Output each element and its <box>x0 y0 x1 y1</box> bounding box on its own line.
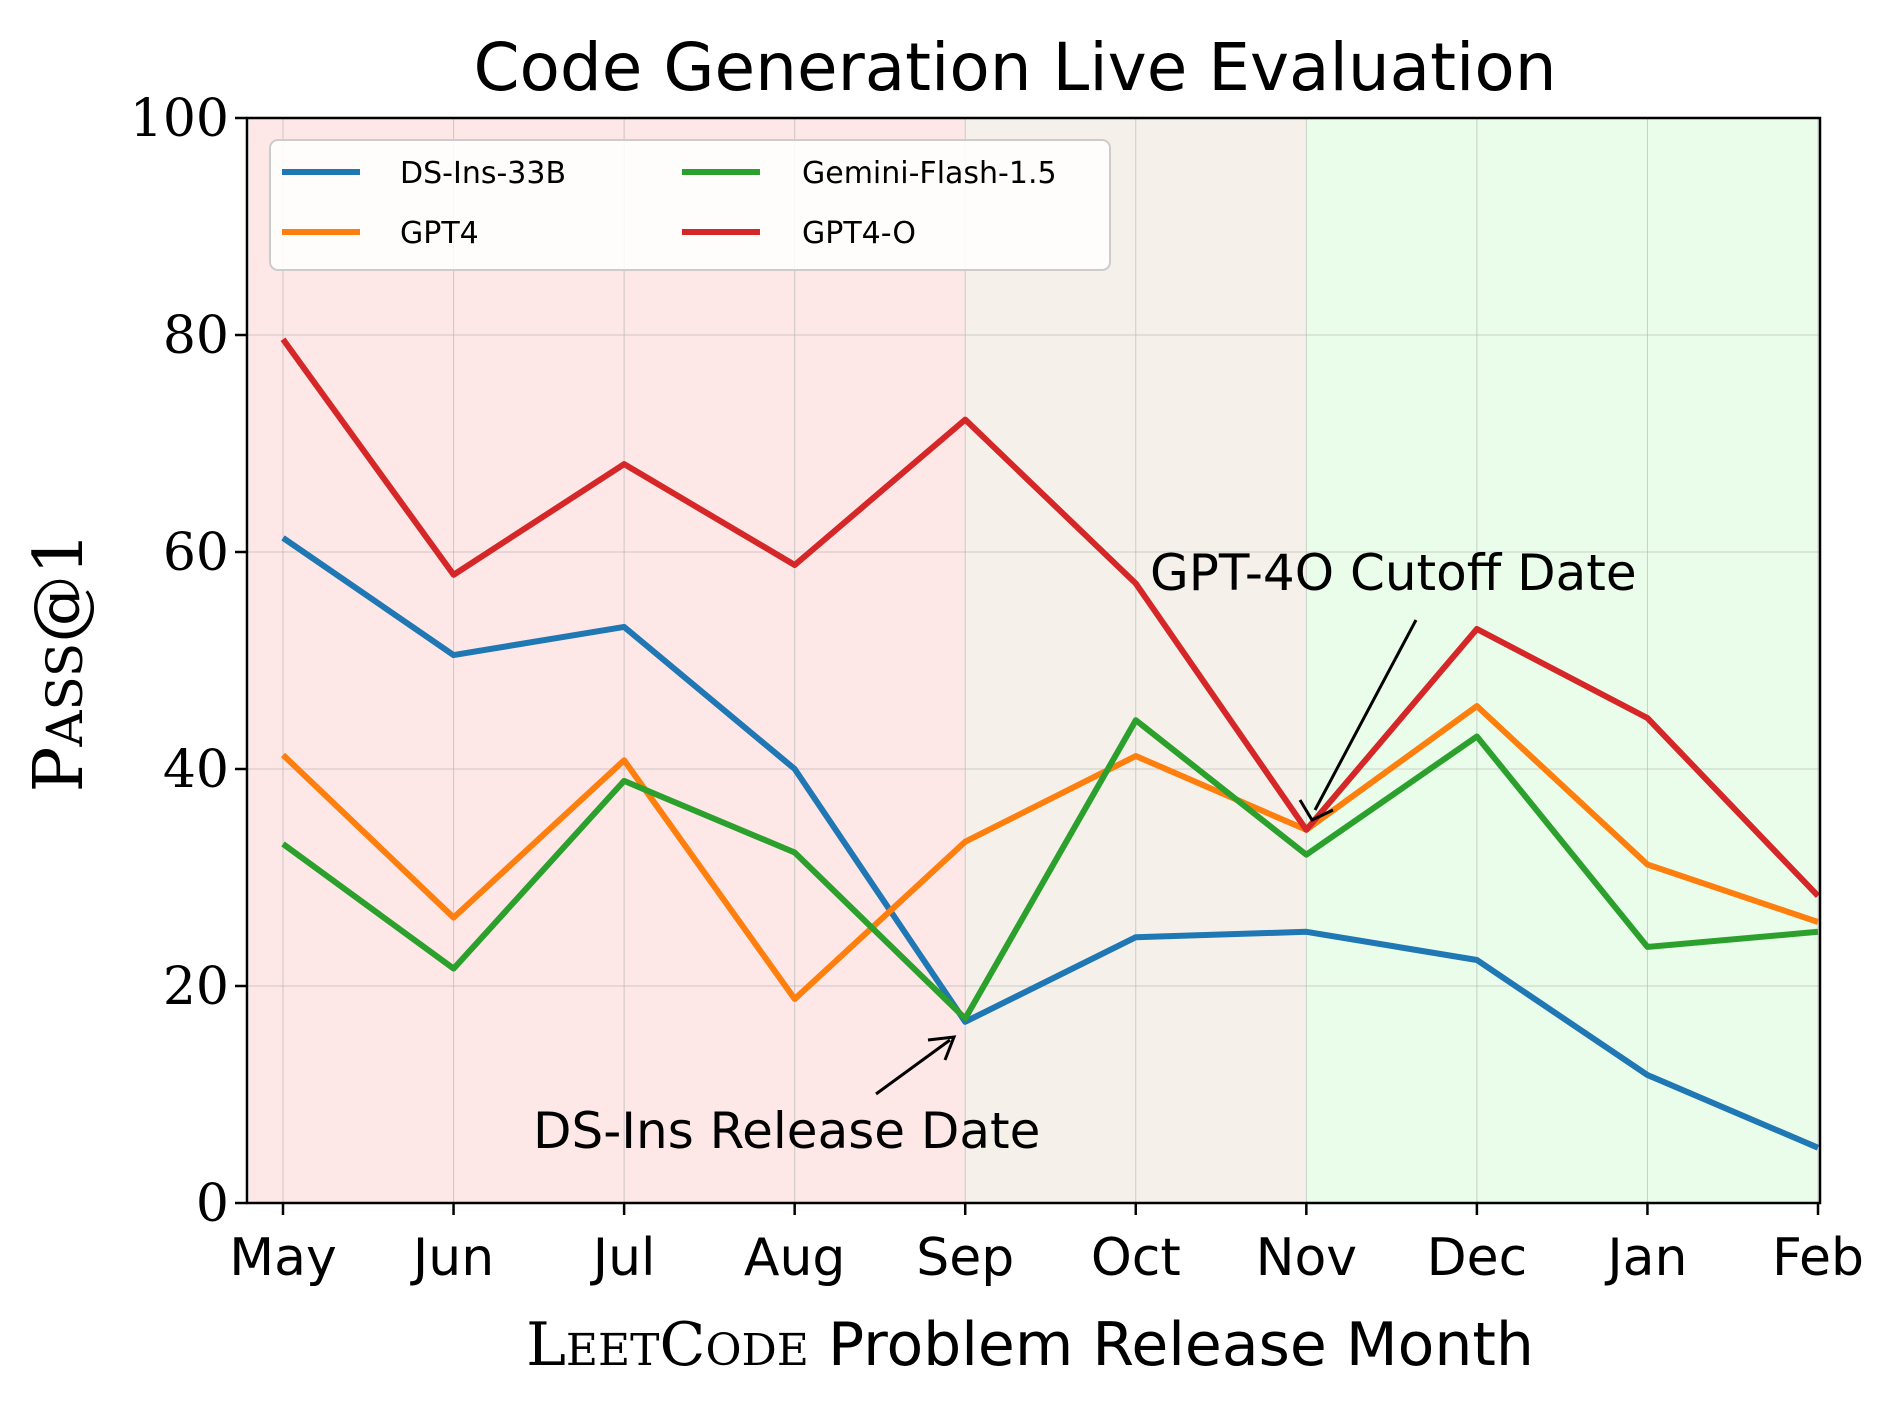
x-axis-label: LEETCODE Problem Release Month <box>526 1310 1534 1380</box>
x-tick-label-may: May <box>229 1228 337 1288</box>
x-tick-label-feb: Feb <box>1772 1228 1864 1288</box>
x-tick-label-oct: Oct <box>1091 1228 1181 1288</box>
legend: DS-Ins-33B GPT4 Gemini-Flash-1.5 GPT4-O <box>269 139 1111 271</box>
y-axis-ticks: 0 20 40 60 80 100 <box>130 89 247 1234</box>
cutoff-arrow-head <box>1298 799 1334 822</box>
y-tick-label: 20 <box>163 957 229 1017</box>
y-tick-label: 0 <box>196 1174 229 1234</box>
series-line-ds-ins-33b <box>281 535 1820 1151</box>
y-tick-label: 100 <box>130 89 229 149</box>
annotation-ds-ins-release: DS-Ins Release Date <box>533 1102 1040 1160</box>
release-arrow-shaft <box>875 1038 951 1096</box>
x-tick-label-sep: Sep <box>916 1228 1014 1288</box>
release-arrow-head <box>927 1035 957 1061</box>
series-line-gpt4-o <box>280 337 1821 898</box>
background-regions <box>248 118 1818 1203</box>
legend-label-gemini-flash-1-5: Gemini-Flash-1.5 <box>802 156 1057 191</box>
plot-frame <box>245 116 1822 1205</box>
x-axis-ticks: May Jun Jul Aug Sep Oct Nov Dec Jan Feb <box>229 1203 1864 1288</box>
series-line-gpt4 <box>280 703 1819 1002</box>
x-tick-label-jan: Jan <box>1604 1228 1687 1288</box>
y-tick-label: 80 <box>163 306 229 366</box>
x-tick-label-dec: Dec <box>1427 1228 1528 1288</box>
y-axis-label: PASS@1 <box>20 532 99 793</box>
background-region-2 <box>1306 118 1818 1203</box>
y-tick-label: 40 <box>163 740 229 800</box>
legend-label-gpt4-o: GPT4-O <box>802 216 916 251</box>
cutoff-arrow-shaft <box>1313 619 1418 811</box>
x-tick-label-jun: Jun <box>410 1228 494 1288</box>
x-tick-label-nov: Nov <box>1256 1228 1358 1288</box>
annotations: GPT-4O Cutoff Date DS-Ins Release Date <box>533 544 1637 1160</box>
series-lines <box>280 337 1821 1151</box>
background-region-0 <box>248 118 966 1203</box>
legend-label-gpt4: GPT4 <box>400 216 479 251</box>
legend-label-ds-ins-33b: DS-Ins-33B <box>400 156 566 191</box>
x-tick-label-jul: Jul <box>590 1228 656 1288</box>
y-tick-label: 60 <box>163 523 229 583</box>
chart-title: Code Generation Live Evaluation <box>473 29 1556 106</box>
legend-box <box>269 139 1111 271</box>
series-line-gemini-flash-1-5 <box>281 717 1819 1022</box>
x-tick-label-aug: Aug <box>744 1228 846 1288</box>
annotation-gpt4o-cutoff: GPT-4O Cutoff Date <box>1150 544 1637 602</box>
